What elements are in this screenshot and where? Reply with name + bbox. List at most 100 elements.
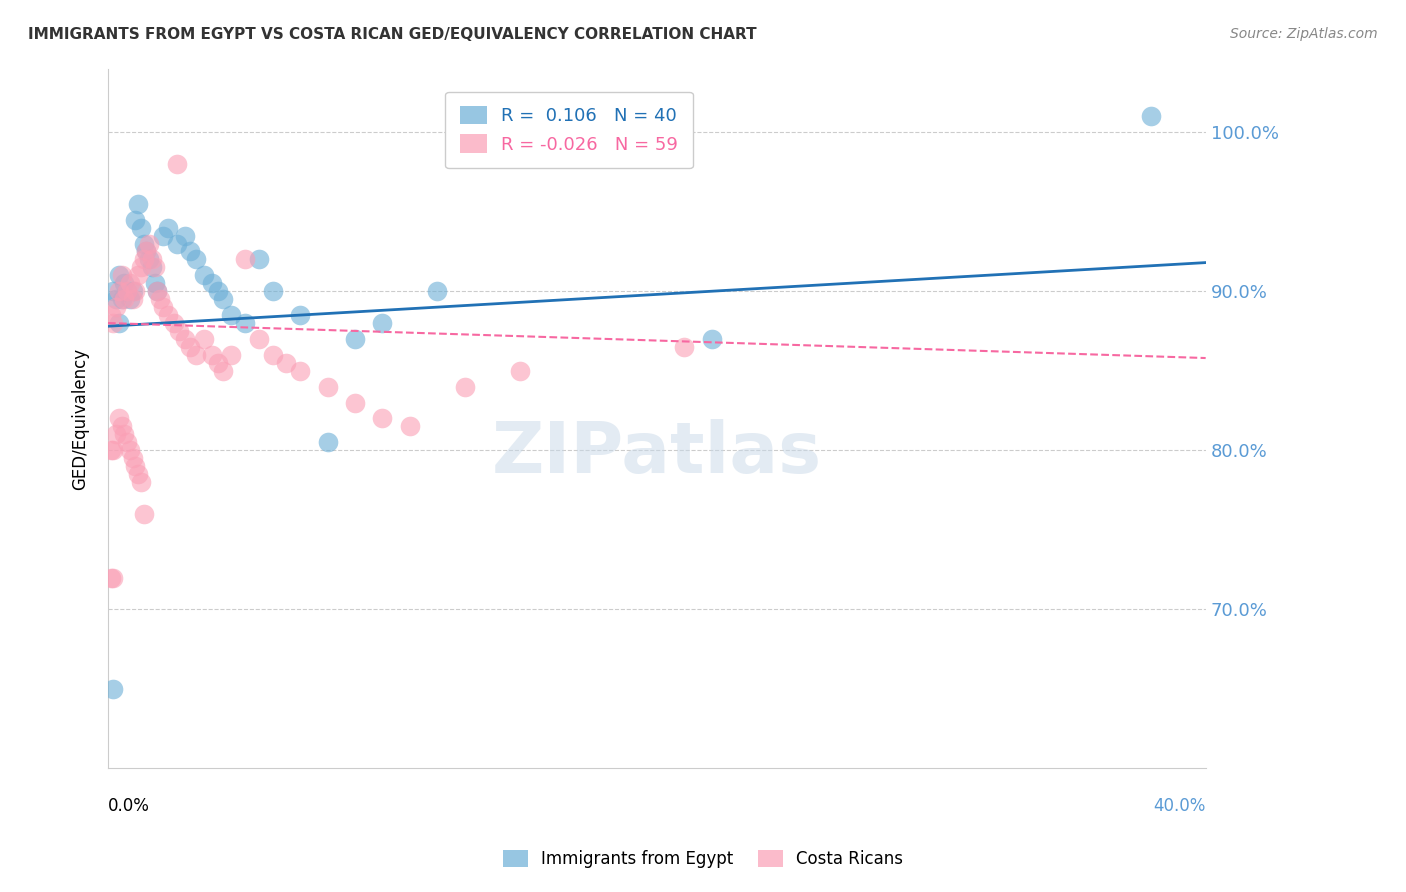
- Point: [212, 364, 235, 378]
- Text: ZIPatlas: ZIPatlas: [492, 419, 823, 488]
- Point: [100, 570, 122, 584]
- Point: [108, 411, 131, 425]
- Point: [105, 427, 128, 442]
- Point: [179, 340, 201, 354]
- Point: [132, 236, 155, 251]
- Point: [129, 220, 152, 235]
- Text: 0.0%: 0.0%: [108, 797, 150, 815]
- Point: [138, 252, 160, 267]
- Point: [115, 435, 138, 450]
- Point: [184, 348, 207, 362]
- Text: Source: ZipAtlas.com: Source: ZipAtlas.com: [1230, 27, 1378, 41]
- Point: [316, 435, 339, 450]
- Point: [103, 570, 125, 584]
- Point: [398, 419, 420, 434]
- Point: [100, 443, 122, 458]
- Point: [673, 340, 696, 354]
- Point: [163, 316, 186, 330]
- Point: [288, 308, 311, 322]
- Point: [141, 252, 163, 267]
- Point: [118, 443, 141, 458]
- Point: [124, 212, 146, 227]
- Y-axis label: GED/Equivalency: GED/Equivalency: [72, 347, 89, 490]
- Point: [221, 308, 243, 322]
- Point: [108, 268, 131, 283]
- Point: [152, 228, 174, 243]
- Point: [121, 284, 143, 298]
- Point: [207, 284, 229, 298]
- Point: [212, 292, 235, 306]
- Point: [149, 292, 172, 306]
- Point: [166, 157, 188, 171]
- Point: [114, 427, 136, 442]
- Point: [115, 284, 138, 298]
- Point: [115, 284, 138, 298]
- Point: [166, 236, 188, 251]
- Point: [127, 467, 149, 482]
- Point: [108, 284, 131, 298]
- Point: [124, 459, 146, 474]
- Legend: R =  0.106   N = 40, R = -0.026   N = 59: R = 0.106 N = 40, R = -0.026 N = 59: [446, 92, 693, 169]
- Point: [105, 300, 128, 314]
- Point: [454, 379, 477, 393]
- Point: [262, 348, 284, 362]
- Point: [141, 260, 163, 275]
- Point: [118, 277, 141, 291]
- Point: [233, 316, 256, 330]
- Point: [146, 284, 169, 298]
- Point: [105, 292, 128, 306]
- Point: [276, 356, 298, 370]
- Point: [201, 348, 224, 362]
- Point: [343, 395, 366, 409]
- Point: [316, 379, 339, 393]
- Point: [103, 443, 125, 458]
- Point: [135, 244, 157, 259]
- Point: [700, 332, 723, 346]
- Point: [509, 364, 531, 378]
- Point: [121, 451, 143, 466]
- Point: [135, 244, 157, 259]
- Point: [103, 316, 125, 330]
- Point: [152, 300, 174, 314]
- Point: [114, 292, 136, 306]
- Point: [1139, 109, 1161, 123]
- Point: [157, 220, 180, 235]
- Text: 40.0%: 40.0%: [1153, 797, 1206, 815]
- Point: [129, 475, 152, 489]
- Point: [146, 284, 169, 298]
- Point: [114, 277, 136, 291]
- Point: [193, 268, 215, 283]
- Point: [262, 284, 284, 298]
- Point: [426, 284, 449, 298]
- Point: [173, 228, 195, 243]
- Point: [103, 284, 125, 298]
- Point: [207, 356, 229, 370]
- Point: [111, 419, 134, 434]
- Point: [111, 292, 134, 306]
- Point: [247, 252, 270, 267]
- Point: [247, 332, 270, 346]
- Point: [371, 316, 394, 330]
- Point: [233, 252, 256, 267]
- Point: [193, 332, 215, 346]
- Point: [288, 364, 311, 378]
- Legend: Immigrants from Egypt, Costa Ricans: Immigrants from Egypt, Costa Ricans: [496, 843, 910, 875]
- Point: [118, 292, 141, 306]
- Point: [179, 244, 201, 259]
- Point: [201, 277, 224, 291]
- Point: [184, 252, 207, 267]
- Point: [108, 316, 131, 330]
- Point: [121, 292, 143, 306]
- Point: [127, 268, 149, 283]
- Point: [157, 308, 180, 322]
- Point: [111, 268, 134, 283]
- Point: [127, 196, 149, 211]
- Point: [173, 332, 195, 346]
- Point: [143, 277, 166, 291]
- Point: [221, 348, 243, 362]
- Point: [132, 252, 155, 267]
- Point: [103, 681, 125, 696]
- Point: [124, 284, 146, 298]
- Point: [343, 332, 366, 346]
- Text: IMMIGRANTS FROM EGYPT VS COSTA RICAN GED/EQUIVALENCY CORRELATION CHART: IMMIGRANTS FROM EGYPT VS COSTA RICAN GED…: [28, 27, 756, 42]
